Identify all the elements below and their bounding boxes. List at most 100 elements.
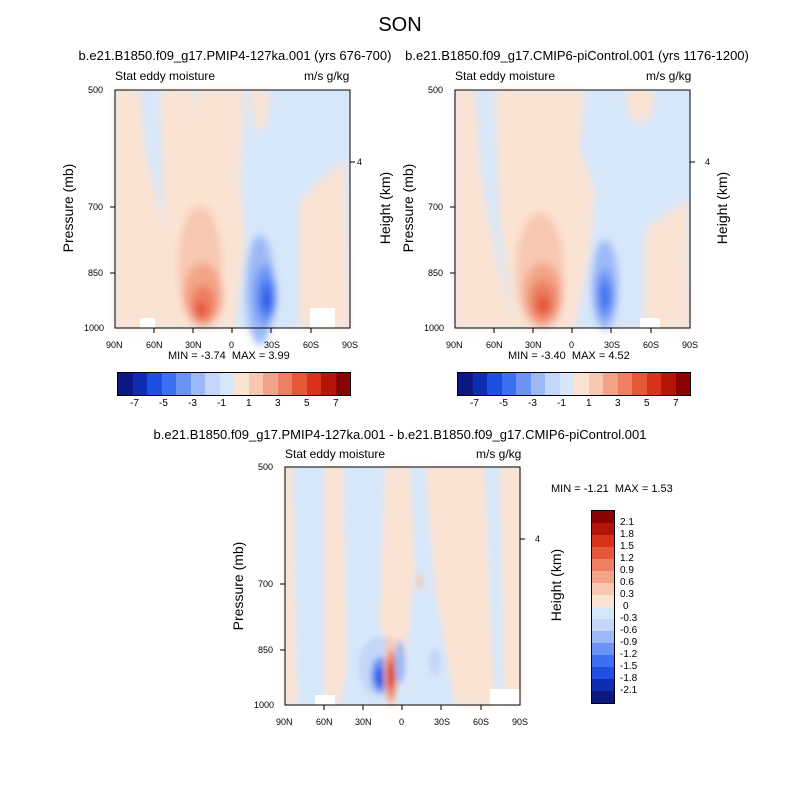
cbar-label: -5: [499, 398, 508, 409]
x-tick-90n: 90N: [446, 340, 463, 350]
cbar-label: 1: [246, 398, 252, 409]
min-label: MIN =: [508, 350, 538, 362]
y-tick-700: 700: [258, 579, 274, 589]
panel-1-left-label: Stat eddy moisture: [115, 69, 216, 83]
panel-2-contour-plot: [450, 89, 695, 333]
panel-3-minmax: MIN = -1.21 MAX = 1.53: [551, 483, 673, 495]
y-tick-700: 700: [428, 202, 444, 212]
panel-3-title: b.e21.B1850.f09_g17.PMIP4-127ka.001 - b.…: [153, 427, 647, 442]
y2-tick-4: 4: [357, 157, 363, 167]
cbar-label: -0.6: [620, 625, 638, 636]
panel-3-right-label: m/s g/kg: [476, 447, 522, 461]
cbar-label: -0.3: [620, 613, 638, 624]
cbar-label: 5: [644, 398, 650, 409]
x-tick-60s: 60S: [643, 340, 660, 350]
y2-axis-title: Height (km): [714, 171, 730, 245]
cbar-label: -7: [130, 398, 139, 409]
cbar-label: 0.6: [620, 577, 634, 588]
x-tick-0: 0: [399, 717, 405, 727]
panel-2-colorbar: [457, 372, 691, 396]
cbar-label: 3: [615, 398, 621, 409]
panel-3-left-label: Stat eddy moisture: [285, 447, 386, 461]
cbar-label: 0: [623, 601, 629, 612]
panel-1-contour-plot: [110, 89, 355, 345]
panel-1-right-label: m/s g/kg: [304, 69, 350, 83]
panel-2-minmax: MIN = -3.40 MAX = 4.52: [508, 350, 630, 362]
x-tick-60s: 60S: [303, 340, 320, 350]
y-tick-850: 850: [258, 645, 274, 655]
max-label: MAX =: [571, 350, 606, 362]
min-value: -3.74: [200, 350, 226, 362]
max-label: MAX =: [231, 350, 266, 362]
x-tick-60s: 60S: [473, 717, 490, 727]
cbar-label: -1: [217, 398, 226, 409]
x-tick-90s: 90S: [342, 340, 359, 350]
x-tick-30s: 30S: [604, 340, 621, 350]
y-tick-850: 850: [88, 268, 104, 278]
x-tick-90s: 90S: [512, 717, 529, 727]
cbar-label: -1.5: [620, 661, 638, 672]
cbar-label: 1.2: [620, 553, 634, 564]
max-value: 1.53: [651, 483, 673, 495]
max-value: 3.99: [268, 350, 290, 362]
y2-axis-title: Height (km): [377, 171, 393, 245]
x-tick-60n: 60N: [316, 717, 333, 727]
cbar-label: -1.8: [620, 673, 638, 684]
x-tick-90n: 90N: [276, 717, 293, 727]
y-axis-title: Pressure (mb): [400, 163, 416, 253]
x-tick-0: 0: [229, 340, 235, 350]
x-tick-30n: 30N: [525, 340, 542, 350]
cbar-label: 1.8: [620, 529, 634, 540]
cbar-label: 2.1: [620, 517, 634, 528]
y-tick-1000: 1000: [254, 700, 275, 710]
y-tick-500: 500: [428, 85, 444, 95]
x-tick-60n: 60N: [146, 340, 163, 350]
panel-1-minmax: MIN = -3.74 MAX = 3.99: [168, 350, 290, 362]
y-axis-title: Pressure (mb): [60, 163, 76, 253]
x-tick-60n: 60N: [486, 340, 503, 350]
figure-title: SON: [378, 14, 422, 36]
cbar-label: -1: [557, 398, 566, 409]
cbar-label: 1: [586, 398, 592, 409]
x-tick-90n: 90N: [106, 340, 123, 350]
panel-2-left-label: Stat eddy moisture: [455, 69, 556, 83]
y-tick-500: 500: [258, 462, 274, 472]
x-tick-30n: 30N: [185, 340, 202, 350]
x-tick-30s: 30S: [264, 340, 281, 350]
x-tick-0: 0: [569, 340, 575, 350]
y-tick-850: 850: [428, 268, 444, 278]
panel-1-title: b.e21.B1850.f09_g17.PMIP4-127ka.001 (yrs…: [78, 48, 392, 63]
cbar-label: -2.1: [620, 685, 638, 696]
min-value: -1.21: [583, 483, 609, 495]
cbar-label: 0.9: [620, 565, 634, 576]
y-tick-700: 700: [88, 202, 104, 212]
y-tick-1000: 1000: [424, 323, 445, 333]
x-tick-30s: 30S: [434, 717, 451, 727]
cbar-label: 7: [673, 398, 679, 409]
cbar-label: -7: [470, 398, 479, 409]
cbar-label: -1.2: [620, 649, 638, 660]
cbar-label: 5: [304, 398, 310, 409]
y-tick-500: 500: [88, 85, 104, 95]
cbar-label: -3: [528, 398, 537, 409]
panel-3-contour-plot: [280, 466, 525, 710]
y2-tick-4: 4: [705, 157, 711, 167]
max-label: MAX =: [614, 483, 649, 495]
cbar-label: 3: [275, 398, 281, 409]
cbar-label: 7: [333, 398, 339, 409]
panel-2-right-label: m/s g/kg: [646, 69, 692, 83]
x-tick-90s: 90S: [682, 340, 699, 350]
cbar-label: 0.3: [620, 589, 634, 600]
cbar-label: -0.9: [620, 637, 638, 648]
cbar-label: 1.5: [620, 541, 634, 552]
min-value: -3.40: [540, 350, 566, 362]
max-value: 4.52: [608, 350, 630, 362]
panel-1-colorbar: [117, 372, 351, 396]
min-label: MIN =: [168, 350, 198, 362]
y-axis-title: Pressure (mb): [230, 541, 246, 631]
panel-2-title: b.e21.B1850.f09_g17.CMIP6-piControl.001 …: [405, 48, 749, 63]
cbar-label: -5: [159, 398, 168, 409]
min-label: MIN =: [551, 483, 581, 495]
cbar-label: -3: [188, 398, 197, 409]
y-tick-1000: 1000: [84, 323, 105, 333]
